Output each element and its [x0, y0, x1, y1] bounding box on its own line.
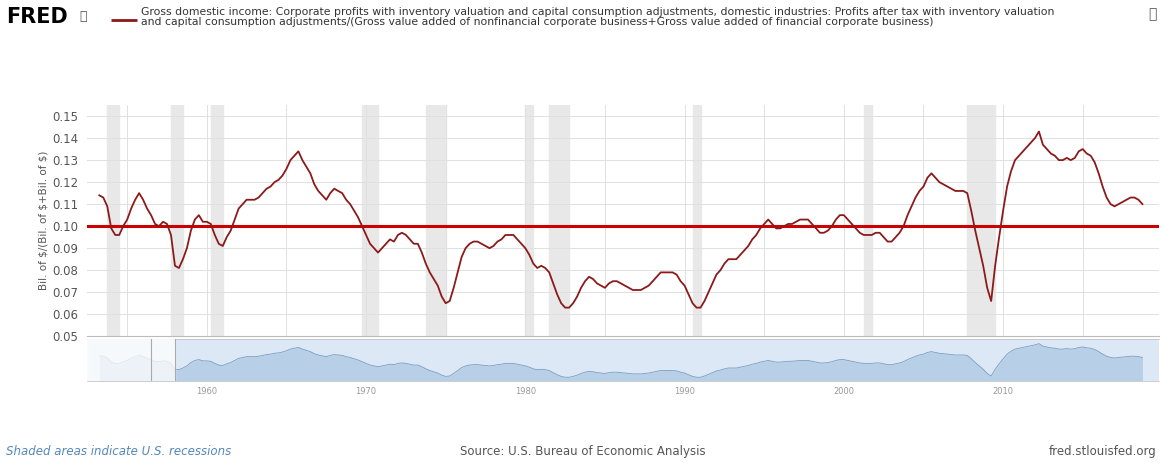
Text: 📈: 📈: [79, 10, 86, 23]
Text: Gross domestic income: Corporate profits with inventory valuation and capital co: Gross domestic income: Corporate profits…: [141, 7, 1054, 17]
Bar: [425, 105, 446, 336]
Bar: [107, 105, 119, 336]
Bar: [967, 105, 995, 336]
Bar: [87, 339, 175, 381]
Bar: [549, 105, 570, 336]
Bar: [211, 105, 223, 336]
Text: Shaded areas indicate U.S. recessions: Shaded areas indicate U.S. recessions: [6, 445, 231, 458]
Bar: [525, 105, 534, 336]
Text: Source: U.S. Bureau of Economic Analysis: Source: U.S. Bureau of Economic Analysis: [460, 445, 705, 458]
Bar: [692, 105, 700, 336]
Bar: [362, 105, 377, 336]
Text: FRED: FRED: [6, 7, 68, 27]
Y-axis label: Bil. of $/(Bil. of $+Bil. of $): Bil. of $/(Bil. of $+Bil. of $): [38, 151, 48, 290]
Text: ⛶: ⛶: [1149, 7, 1157, 21]
Text: fred.stlouisfed.org: fred.stlouisfed.org: [1050, 445, 1157, 458]
Bar: [863, 105, 871, 336]
Bar: [171, 105, 183, 336]
Text: and capital consumption adjustments/(Gross value added of nonfinancial corporate: and capital consumption adjustments/(Gro…: [141, 17, 933, 27]
